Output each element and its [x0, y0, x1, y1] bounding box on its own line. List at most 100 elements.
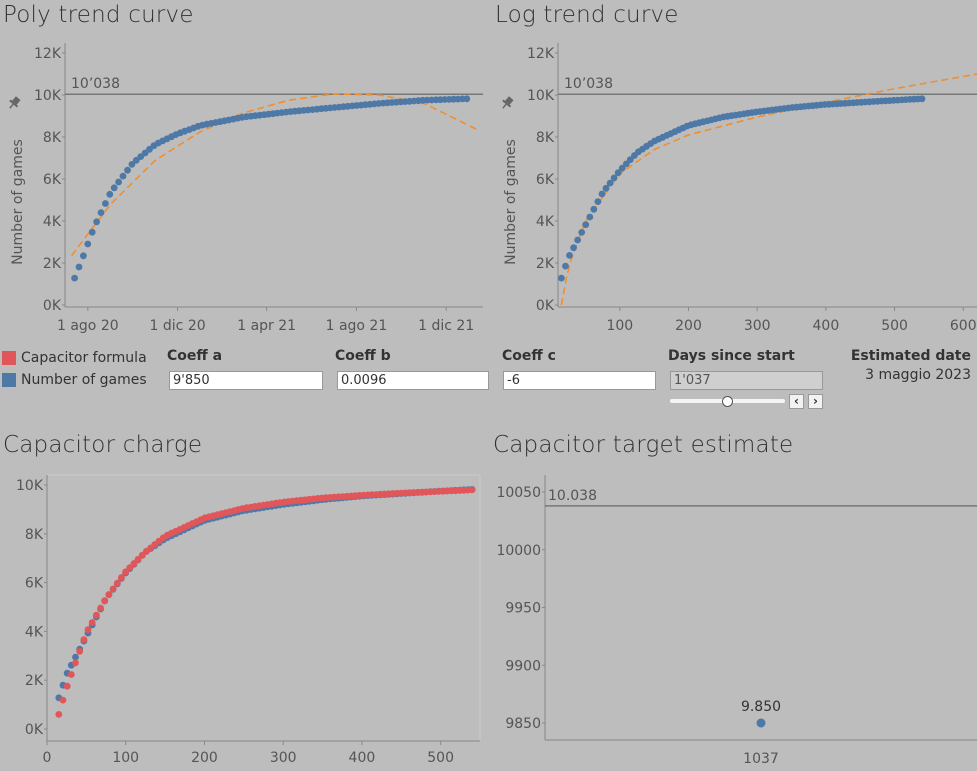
number-of-games-point — [582, 221, 590, 229]
log-trend-chart: 0K 2K 4K 6K 8K 10K 12K 100 200 300 400 500 600 10’038… — [499, 43, 977, 334]
estimated-date: Estimated date 3 maggio 2023 — [851, 348, 971, 383]
capacitor-x-tick-label: 100 — [112, 750, 139, 766]
number-of-games-point — [88, 228, 96, 236]
number-of-games-point — [918, 95, 926, 103]
target-y-tick-label: 9850 — [505, 716, 541, 732]
log-y-axis-label: Number of games — [503, 139, 519, 265]
coeff-a-input[interactable]: 9'850 — [169, 371, 323, 390]
number-of-games-point — [463, 95, 471, 103]
log-y-tick-label: 10K — [527, 88, 555, 104]
days-since-start-label: Days since start — [668, 348, 795, 364]
number-of-games-point — [594, 198, 602, 206]
capacitor-chart-title: Capacitor charge — [3, 432, 203, 458]
number-of-games-point — [590, 205, 598, 213]
capacitor-y-tick-label: 8K — [25, 527, 44, 543]
number-of-games-point — [102, 200, 109, 207]
chevron-left-icon[interactable]: ‹ — [789, 394, 804, 409]
target-y-tick-label: 10050 — [496, 485, 541, 501]
number-of-games-point — [80, 252, 87, 260]
log-y-tick-label: 12K — [527, 46, 555, 62]
log-y-tick-label: 4K — [536, 214, 555, 230]
capacitor-formula-point — [93, 611, 100, 619]
days-since-start-input[interactable]: 1'037 — [670, 371, 823, 390]
number-of-games-point — [614, 169, 622, 177]
poly-y-axis-label: Number of games — [10, 139, 26, 265]
chevron-right-icon[interactable]: › — [808, 394, 823, 409]
capacitor-y-tick-label: 0K — [25, 722, 44, 738]
number-of-games-point — [75, 263, 83, 271]
legend-item-capacitor-formula[interactable]: Capacitor formula — [2, 347, 147, 369]
target-y-tick-label: 10000 — [496, 543, 541, 559]
number-of-games-point — [106, 190, 114, 198]
target-chart-title: Capacitor target estimate — [493, 432, 794, 458]
log-y-tick-label: 0K — [536, 298, 555, 314]
capacitor-formula-point — [88, 619, 96, 626]
log-x-tick-label: 500 — [881, 318, 908, 334]
capacitor-y-tick-label: 6K — [25, 576, 44, 592]
poly-y-tick-label: 6K — [43, 172, 62, 188]
estimated-date-value: 3 maggio 2023 — [865, 367, 971, 383]
number-of-games-point — [598, 190, 606, 198]
number-of-games-point — [84, 240, 92, 248]
pin-icon[interactable] — [499, 95, 515, 111]
poly-y-tick-label: 8K — [43, 130, 62, 146]
poly-x-tick-label: 1 ago 21 — [326, 318, 388, 334]
capacitor-formula-point — [130, 560, 138, 567]
poly-chart-title: Poly trend curve — [3, 2, 194, 28]
poly-y-tick-label: 2K — [43, 256, 62, 272]
number-of-games-point — [574, 236, 581, 244]
coeff-b-input[interactable]: 0.0096 — [337, 371, 489, 390]
target-x-tick-label: 1037 — [743, 751, 779, 767]
number-of-games-point — [618, 164, 626, 172]
days-slider-thumb[interactable] — [722, 396, 733, 407]
number-of-games-point — [578, 229, 586, 236]
target-estimate-label: 9.850 — [741, 699, 781, 715]
capacitor-plot-frame — [46, 474, 481, 742]
number-of-games-point — [558, 274, 565, 282]
capacitor-formula-point — [101, 597, 109, 605]
number-of-games-point — [606, 179, 614, 187]
number-of-games-point — [97, 209, 105, 217]
estimated-date-label: Estimated date — [850, 348, 971, 364]
pin-icon[interactable] — [6, 95, 22, 111]
capacitor-formula-point — [76, 647, 84, 655]
legend-item-number-of-games[interactable]: Number of games — [2, 369, 147, 391]
number-of-games-point — [93, 218, 100, 226]
poly-trend-chart: 0K 2K 4K 6K 8K 10K 12K 1 ago 20 1 dic 20 1 apr 21… — [6, 43, 483, 334]
coeff-c-label: Coeff c — [502, 348, 556, 364]
number-of-games-point — [128, 161, 136, 168]
poly-trend-line — [70, 93, 480, 257]
capacitor-formula-point — [67, 671, 75, 678]
target-reference-label: 10.038 — [548, 488, 597, 504]
capacitor-x-tick-label: 0 — [43, 750, 52, 766]
coeff-a-label: Coeff a — [167, 348, 223, 364]
log-x-tick-label: 400 — [813, 318, 840, 334]
capacitor-charge-chart: 0K 2K 4K 6K 8K 10K 0 100 200 300 400 500 — [16, 474, 481, 766]
capacitor-formula-point — [80, 636, 88, 643]
capacitor-formula-point — [109, 585, 117, 593]
poly-y-tick-label: 4K — [43, 214, 62, 230]
legend-label: Capacitor formula — [21, 350, 147, 366]
log-y-tick-label: 8K — [536, 130, 555, 146]
capacitor-formula-point — [118, 574, 125, 581]
number-of-games-point — [562, 262, 569, 270]
capacitor-y-tick-label: 4K — [25, 624, 44, 640]
target-y-tick-label: 9950 — [505, 601, 541, 617]
poly-x-tick-label: 1 dic 20 — [150, 318, 206, 334]
number-of-games-point — [72, 653, 79, 661]
number-of-games-point — [566, 252, 573, 259]
coeff-c-input[interactable]: -6 — [503, 371, 656, 390]
capacitor-x-tick-label: 500 — [427, 750, 454, 766]
target-estimate-point — [756, 718, 766, 728]
capacitor-x-tick-label: 200 — [191, 750, 218, 766]
capacitor-y-tick-label: 10K — [16, 478, 44, 494]
capacitor-formula-point — [126, 564, 134, 571]
log-x-tick-label: 100 — [606, 318, 633, 334]
number-of-games-point — [570, 244, 577, 252]
number-of-games-point — [110, 184, 118, 192]
poly-y-tick-label: 0K — [43, 298, 62, 314]
log-x-tick-label: 200 — [675, 318, 702, 334]
capacitor-target-chart: 9850 9900 9950 10000 10050 1037 10.038 9.850 — [496, 475, 977, 767]
capacitor-formula-point — [122, 568, 129, 576]
log-chart-title: Log trend curve — [495, 2, 679, 28]
